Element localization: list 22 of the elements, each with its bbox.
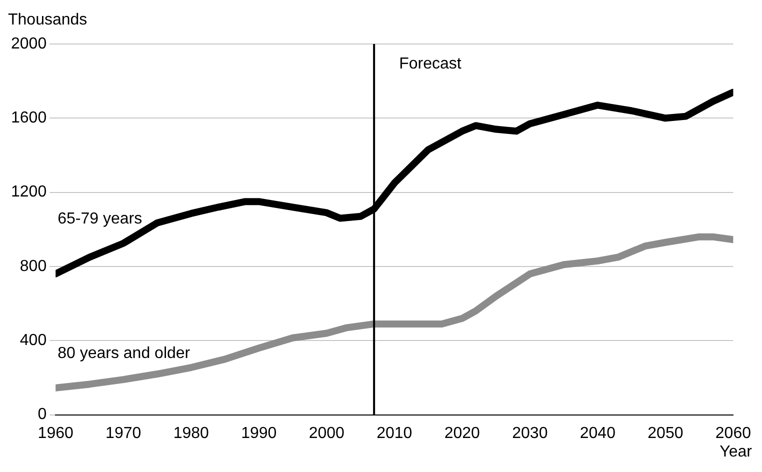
x-tick-label: 1970 xyxy=(106,424,142,442)
x-tick-label: 2000 xyxy=(308,424,345,442)
y-tick-label: 1200 xyxy=(11,184,47,201)
y-axis-title: Thousands xyxy=(8,11,88,28)
x-tick-label: 2040 xyxy=(580,424,616,442)
x-tick-label: 1990 xyxy=(241,424,277,442)
series-label: 65-79 years xyxy=(58,210,142,228)
x-tick-label: 2010 xyxy=(376,424,412,442)
ref-line-label: Forecast xyxy=(399,55,462,72)
y-tick-label: 2000 xyxy=(11,35,47,52)
x-tick-label: 2050 xyxy=(648,424,684,442)
series-label: 80 years and older xyxy=(58,344,191,362)
y-tick-label: 400 xyxy=(20,332,47,350)
x-tick-label: 1960 xyxy=(38,424,74,442)
x-tick-label: 2020 xyxy=(444,424,480,442)
y-tick-label: 1600 xyxy=(11,110,47,127)
x-tick-label: 1980 xyxy=(173,424,210,442)
y-tick-label: 0 xyxy=(38,406,47,424)
x-axis-title: Year xyxy=(720,443,753,460)
x-tick-label: 2030 xyxy=(512,424,548,442)
y-tick-label: 800 xyxy=(20,258,47,275)
x-tick-label: 2060 xyxy=(715,424,752,442)
